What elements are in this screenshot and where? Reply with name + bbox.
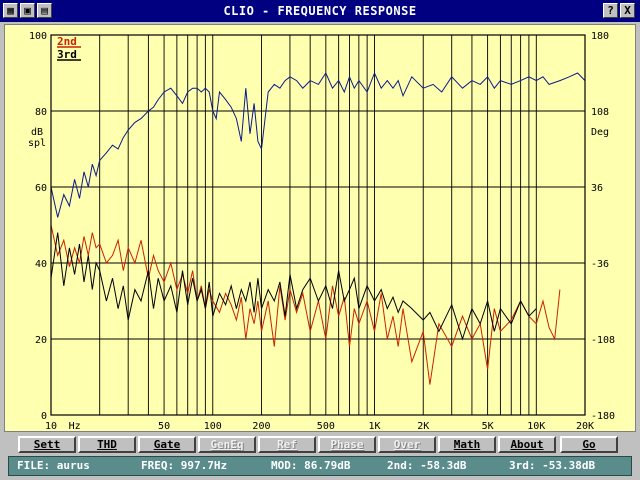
x-axis-label: Hz <box>69 421 81 431</box>
legend-label-3rd: 3rd <box>57 48 77 61</box>
status-mod: MOD: 86.79dB <box>271 459 351 472</box>
y-right-tick-label: -108 <box>591 335 615 346</box>
status-2nd: 2nd: -58.3dB <box>387 459 467 472</box>
phase-button[interactable]: Phase <box>318 436 376 453</box>
print-icon[interactable]: ▤ <box>37 3 52 18</box>
series-line-2nd <box>50 224 561 385</box>
toolbar: Sett THD Gate GenEq Ref Phase Over Math … <box>0 436 640 454</box>
y-axis-label: dB <box>31 127 43 138</box>
y-right-tick-label: 180 <box>591 31 609 42</box>
geneq-button[interactable]: GenEq <box>198 436 256 453</box>
x-tick-label: 2K <box>417 421 429 431</box>
y-tick-label: 20 <box>35 335 47 346</box>
y-right-tick-label: 108 <box>591 107 609 118</box>
y-tick-label: 60 <box>35 183 47 194</box>
x-tick-label: 10 <box>45 421 57 431</box>
y-tick-label: 40 <box>35 259 47 270</box>
frequency-response-chart[interactable]: 0 20 40 60 80 100 -180 -108 -36 36 108 180 10 50 100 20… <box>4 24 636 432</box>
window-title: CLIO - FREQUENCY RESPONSE <box>223 4 417 18</box>
math-button[interactable]: Math <box>438 436 496 453</box>
help-button[interactable]: ? <box>603 3 618 18</box>
x-tick-label: 1K <box>369 421 381 431</box>
close-button[interactable]: X <box>620 3 635 18</box>
y-tick-label: 100 <box>29 31 47 42</box>
ref-button[interactable]: Ref <box>258 436 316 453</box>
x-tick-label: 200 <box>252 421 270 431</box>
thd-button[interactable]: THD <box>78 436 136 453</box>
y-tick-label: 80 <box>35 107 47 118</box>
save-icon[interactable]: ▣ <box>20 3 35 18</box>
status-freq: FREQ: 997.7Hz <box>141 459 228 472</box>
y-right-tick-label: 36 <box>591 183 603 194</box>
x-tick-label: 100 <box>204 421 222 431</box>
x-tick-label: 500 <box>317 421 335 431</box>
series-line-3rd <box>50 232 537 341</box>
chart-svg: 0 20 40 60 80 100 -180 -108 -36 36 108 180 10 50 100 20… <box>28 31 615 431</box>
x-tick-label: 10K <box>527 421 545 431</box>
sett-button[interactable]: Sett <box>18 436 76 453</box>
y-tick-label: 0 <box>41 411 47 422</box>
about-button[interactable]: About <box>498 436 556 453</box>
y-right-tick-label: -36 <box>591 259 609 270</box>
x-tick-label: 5K <box>482 421 494 431</box>
series-line-response <box>50 71 586 218</box>
status-bar: FILE: aurus FREQ: 997.7Hz MOD: 86.79dB 2… <box>8 456 632 476</box>
gate-button[interactable]: Gate <box>138 436 196 453</box>
title-bar: ▦ ▣ ▤ CLIO - FREQUENCY RESPONSE ? X <box>0 0 640 22</box>
chart-grid <box>50 34 586 416</box>
y-right-axis-label: Deg <box>591 127 609 138</box>
system-menu-icon[interactable]: ▦ <box>3 3 18 18</box>
go-button[interactable]: Go <box>560 436 618 453</box>
plot-frame <box>50 34 586 416</box>
x-tick-label: 20K <box>576 421 594 431</box>
chart-series <box>50 71 586 385</box>
status-file: FILE: aurus <box>17 459 90 472</box>
x-tick-label: 50 <box>158 421 170 431</box>
axis-labels: 0 20 40 60 80 100 -180 -108 -36 36 108 180 10 50 100 20… <box>28 31 615 431</box>
y-right-tick-label: -180 <box>591 411 615 422</box>
status-3rd: 3rd: -53.38dB <box>509 459 596 472</box>
y-axis-label: spl <box>28 138 46 149</box>
legend-label-2nd: 2nd <box>57 35 77 48</box>
over-button[interactable]: Over <box>378 436 436 453</box>
